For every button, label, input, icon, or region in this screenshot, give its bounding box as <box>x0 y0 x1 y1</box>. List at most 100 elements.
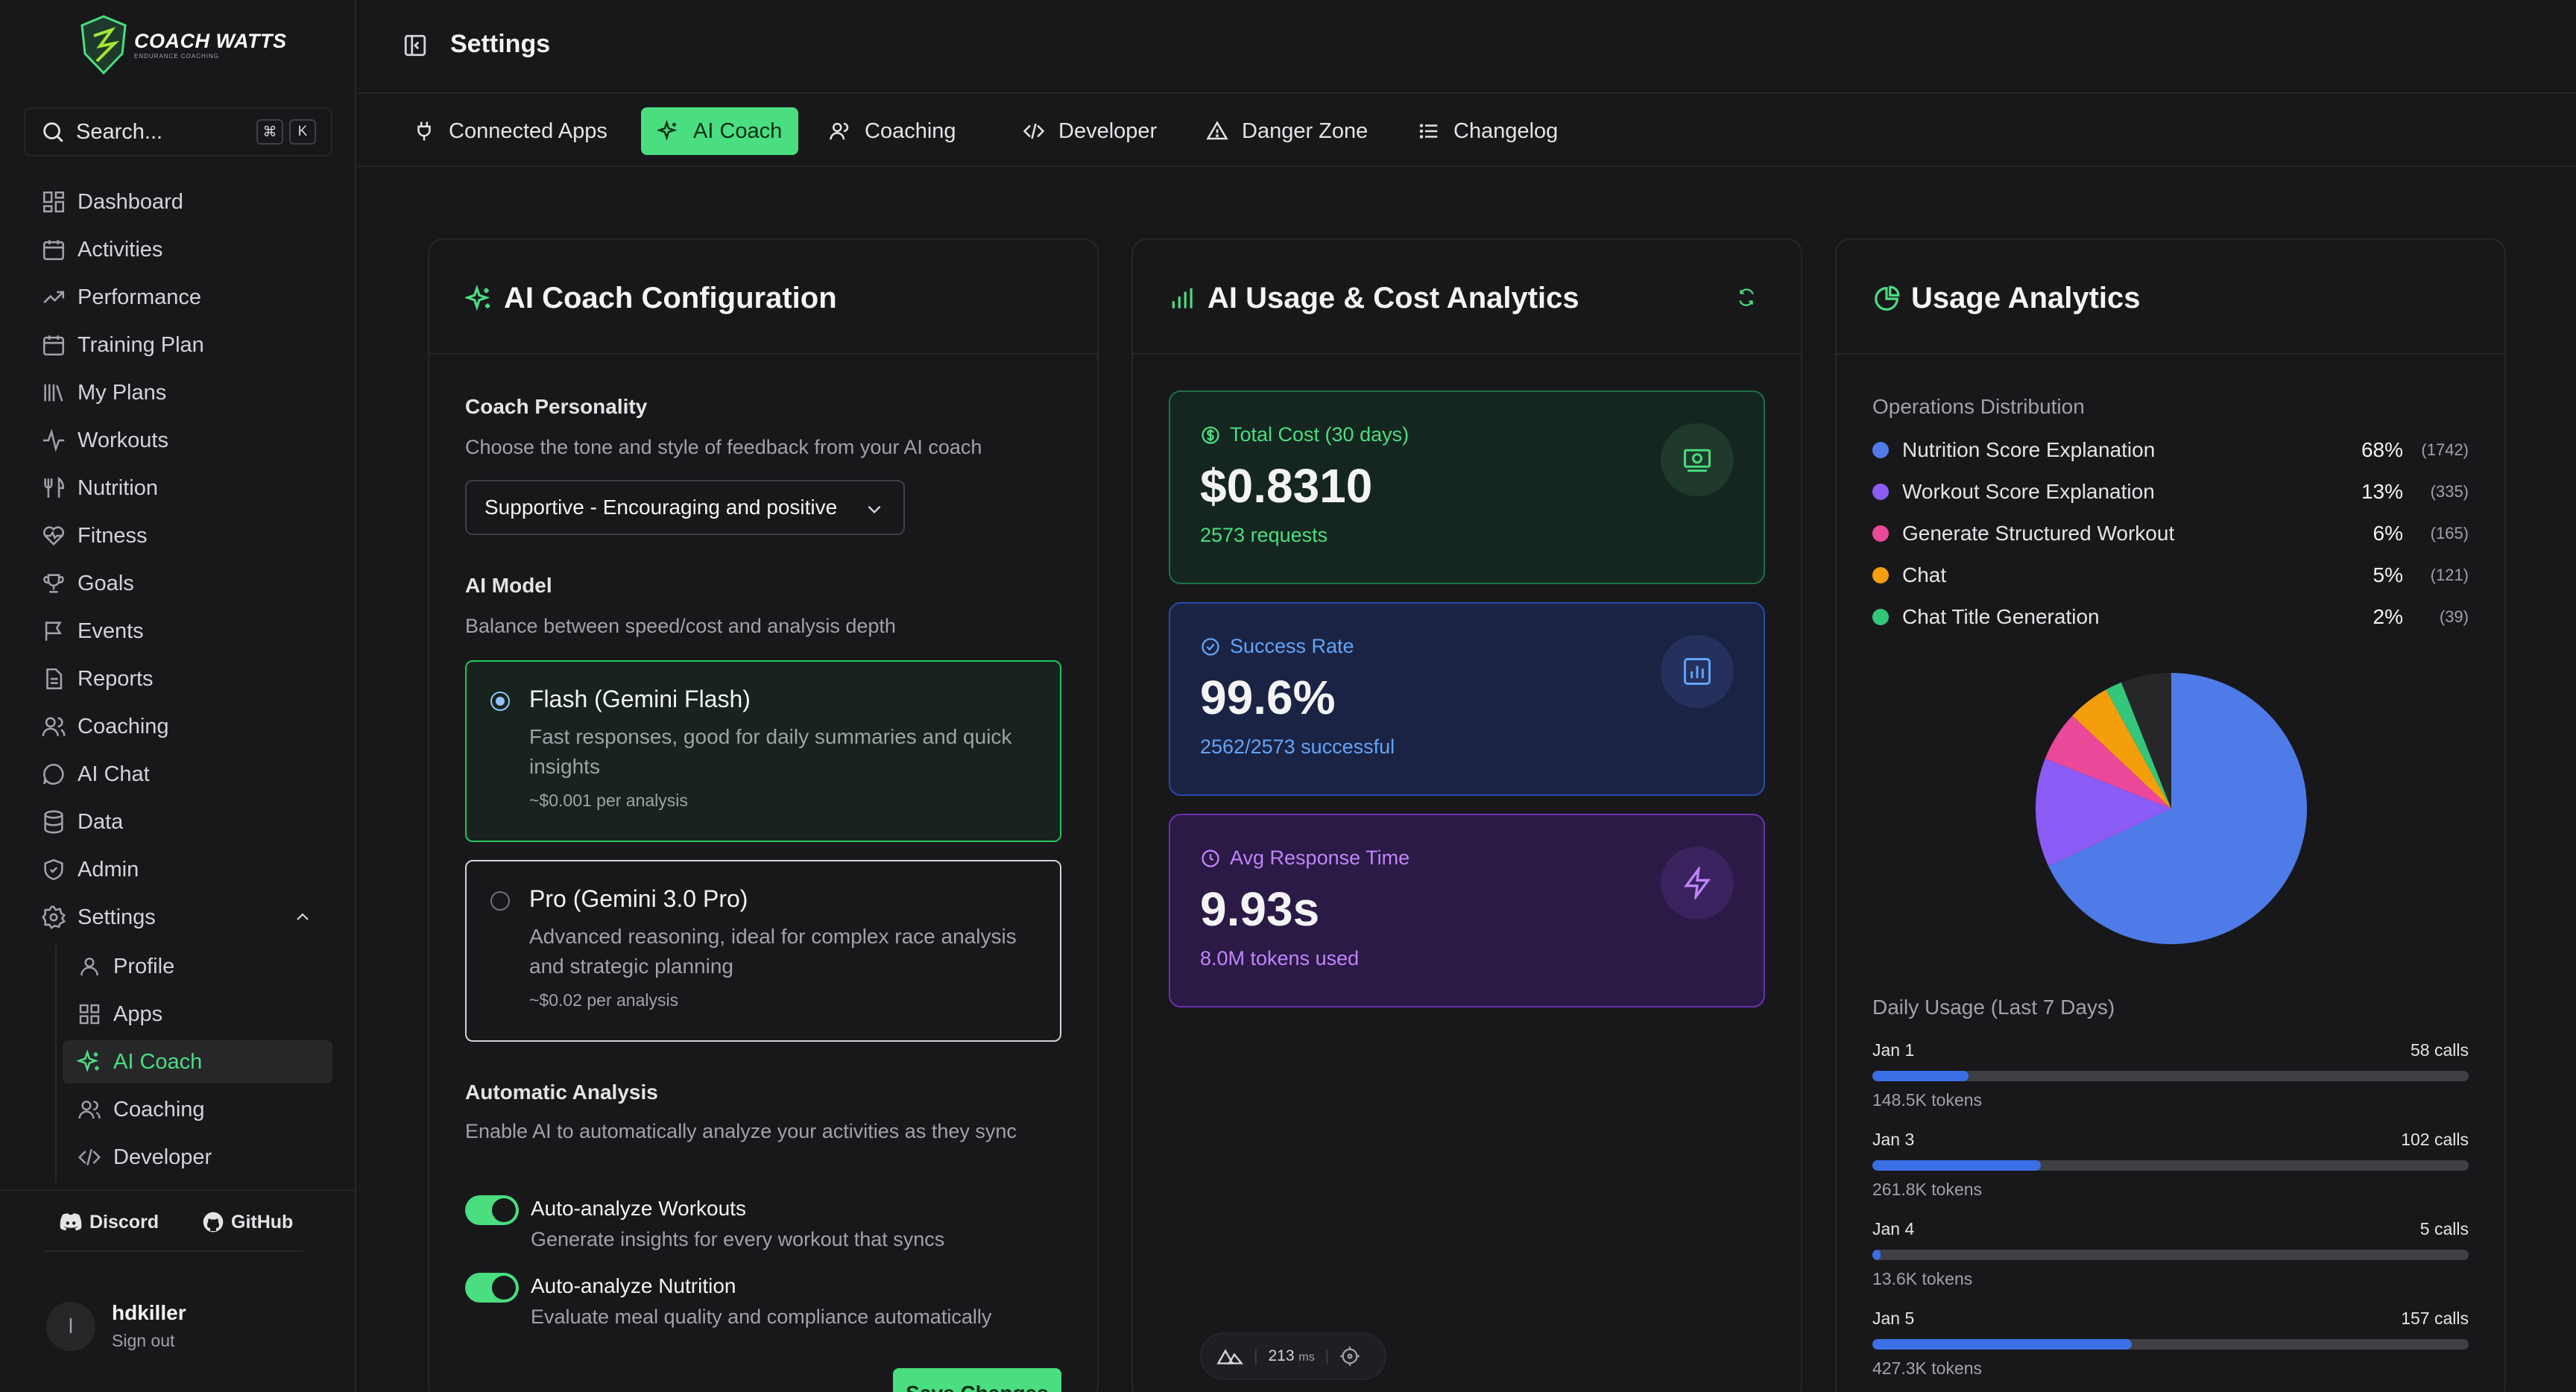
discord-icon <box>60 1213 82 1231</box>
daily-row-header: Jan 5 157 calls <box>1872 1309 2469 1329</box>
ai-coach-config-card: AI Coach Configuration Coach Personality… <box>428 238 1099 1392</box>
success-rate-tile: Success Rate 99.6% 2562/2573 successful <box>1169 602 1765 796</box>
stat-label: Avg Response Time <box>1230 847 1410 869</box>
sidebar-item-my-plans[interactable]: My Plans <box>27 371 332 414</box>
auto-desc: Enable AI to automatically analyze your … <box>465 1120 1017 1142</box>
daily-bar-track <box>1872 1250 2469 1260</box>
avg-response-tile: Avg Response Time 9.93s 8.0M tokens used <box>1169 814 1765 1007</box>
sidebar-item-label: Workouts <box>78 428 168 452</box>
stat-header: Success Rate <box>1200 635 1734 658</box>
sidebar-item-label: Activities <box>78 237 163 262</box>
sidebar-item-activities[interactable]: Activities <box>27 228 332 271</box>
tab-connected-apps[interactable]: Connected Apps <box>397 107 624 155</box>
sidebar-item-settings[interactable]: Settings <box>27 896 332 939</box>
crosshair-icon[interactable] <box>1339 1346 1360 1367</box>
radio-unselected[interactable] <box>490 891 510 911</box>
legend-dot <box>1872 567 1889 583</box>
radio-selected[interactable] <box>490 692 510 711</box>
legend-dot <box>1872 525 1889 542</box>
model-desc: Advanced reasoning, ideal for complex ra… <box>529 925 1017 978</box>
pie-slice-other <box>2121 673 2171 809</box>
subnav-item-coaching[interactable]: Coaching <box>63 1088 332 1131</box>
refresh-icon[interactable] <box>1737 288 1756 307</box>
legend-count: (1742) <box>2421 440 2469 459</box>
subnav-item-profile[interactable]: Profile <box>63 945 332 988</box>
legend-item: Nutrition Score Explanation 68% (1742) <box>1872 435 2469 465</box>
search-button[interactable]: Search... ⌘ K <box>24 107 332 156</box>
tab-coaching[interactable]: Coaching <box>812 107 973 155</box>
legend-count: (121) <box>2430 566 2469 584</box>
ops-label: Operations Distribution <box>1872 395 2085 418</box>
divider <box>45 1250 303 1252</box>
subnav-item-ai-coach[interactable]: AI Coach <box>63 1040 332 1083</box>
search-label: Search... <box>76 119 163 144</box>
kbd-command: ⌘ <box>256 119 283 145</box>
flag-icon <box>39 616 69 646</box>
pie-slice <box>2045 715 2171 809</box>
daily-date: Jan 3 <box>1872 1130 1915 1149</box>
toggle-title: Auto-analyze Nutrition <box>531 1274 736 1297</box>
sidebar-item-admin[interactable]: Admin <box>27 848 332 891</box>
daily-date: Jan 4 <box>1872 1219 1915 1238</box>
sidebar-item-label: Fitness <box>78 523 148 548</box>
daily-calls: 157 calls <box>2401 1309 2469 1328</box>
check-circle-icon <box>1202 637 1219 656</box>
list-icon <box>1419 124 1438 139</box>
model-option-pro[interactable]: Pro (Gemini 3.0 Pro) Advanced reasoning,… <box>465 860 1061 1042</box>
stat-label: Total Cost (30 days) <box>1230 423 1409 446</box>
legend-item: Chat Title Generation 2% (39) <box>1872 602 2469 632</box>
sidebar-item-data[interactable]: Data <box>27 800 332 844</box>
sidebar-item-workouts[interactable]: Workouts <box>27 419 332 462</box>
tab-danger-zone[interactable]: Danger Zone <box>1190 107 1384 155</box>
tab-developer[interactable]: Developer <box>1006 107 1173 155</box>
clock-icon <box>1202 849 1219 867</box>
pie-slice <box>2048 673 2307 944</box>
brand-tagline: ENDURANCE COACHING <box>134 53 220 60</box>
settings-tabs: Connected Apps AI Coach Coaching Develop… <box>358 95 2576 167</box>
warning-icon <box>1206 121 1228 140</box>
legend-pct: 68% <box>2361 438 2403 461</box>
subnav-item-apps[interactable]: Apps <box>63 993 332 1036</box>
gear-icon <box>39 902 69 932</box>
sidebar-item-events[interactable]: Events <box>27 610 332 653</box>
daily-bar-fill <box>1872 1250 1881 1260</box>
auto-nutrition-toggle[interactable] <box>465 1273 519 1303</box>
sidebar-item-fitness[interactable]: Fitness <box>27 514 332 557</box>
sparkles-icon <box>465 284 490 311</box>
calendar-icon <box>39 330 69 360</box>
brand-logo[interactable]: COACH WATTS ENDURANCE COACHING <box>78 13 286 76</box>
daily-calls: 58 calls <box>2411 1040 2469 1060</box>
divider <box>1837 353 2504 355</box>
grid-icon <box>75 999 104 1029</box>
personality-select[interactable]: Supportive - Encouraging and positive <box>465 480 905 535</box>
tab-changelog[interactable]: Changelog <box>1401 107 1574 155</box>
personality-value: Supportive - Encouraging and positive <box>484 496 838 519</box>
sidebar-item-coaching[interactable]: Coaching <box>27 705 332 748</box>
sidebar-item-reports[interactable]: Reports <box>27 657 332 700</box>
model-desc: Balance between speed/cost and analysis … <box>465 615 896 637</box>
model-option-flash[interactable]: Flash (Gemini Flash) Fast responses, goo… <box>465 660 1061 842</box>
sidebar-item-training-plan[interactable]: Training Plan <box>27 323 332 367</box>
github-link[interactable]: GitHub <box>201 1207 293 1237</box>
sidebar-item-goals[interactable]: Goals <box>27 562 332 605</box>
sidebar-toggle-icon[interactable] <box>402 33 428 58</box>
sign-out-link[interactable]: Sign out <box>112 1331 175 1350</box>
plug-icon <box>417 121 431 141</box>
tab-label: Danger Zone <box>1242 118 1368 143</box>
save-button[interactable]: Save Changes <box>893 1368 1061 1392</box>
user-menu[interactable]: l hdkiller Sign out <box>46 1301 186 1351</box>
auto-workouts-toggle[interactable] <box>465 1195 519 1225</box>
daily-calls: 102 calls <box>2401 1130 2469 1149</box>
sidebar-item-ai-chat[interactable]: AI Chat <box>27 753 332 796</box>
daily-usage-row: Jan 1 58 calls 148.5K tokens <box>1872 1040 2469 1110</box>
sidebar-item-dashboard[interactable]: Dashboard <box>27 180 332 224</box>
tab-ai-coach[interactable]: AI Coach <box>641 107 799 155</box>
subnav-item-developer[interactable]: Developer <box>63 1136 332 1179</box>
sidebar-item-nutrition[interactable]: Nutrition <box>27 466 332 510</box>
stat-label: Success Rate <box>1230 635 1354 657</box>
daily-bar-fill <box>1872 1071 1969 1081</box>
sidebar-item-performance[interactable]: Performance <box>27 276 332 319</box>
dev-toolbar[interactable]: | 213 ms | <box>1200 1332 1386 1380</box>
discord-link[interactable]: Discord <box>58 1207 159 1237</box>
ai-usage-cost-card: AI Usage & Cost Analytics Total Cost (30… <box>1131 238 1802 1392</box>
